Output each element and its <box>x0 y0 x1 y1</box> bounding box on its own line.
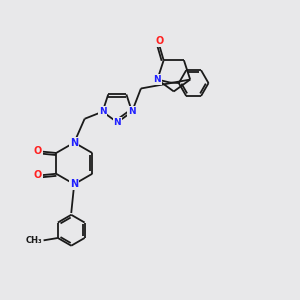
Text: O: O <box>34 170 42 180</box>
Text: N: N <box>70 179 78 189</box>
Text: N: N <box>128 107 136 116</box>
Text: O: O <box>34 146 42 157</box>
Text: CH₃: CH₃ <box>26 236 42 245</box>
Text: N: N <box>113 118 121 127</box>
Text: O: O <box>155 36 163 46</box>
Text: N: N <box>154 75 161 84</box>
Text: N: N <box>99 107 106 116</box>
Text: N: N <box>70 138 78 148</box>
